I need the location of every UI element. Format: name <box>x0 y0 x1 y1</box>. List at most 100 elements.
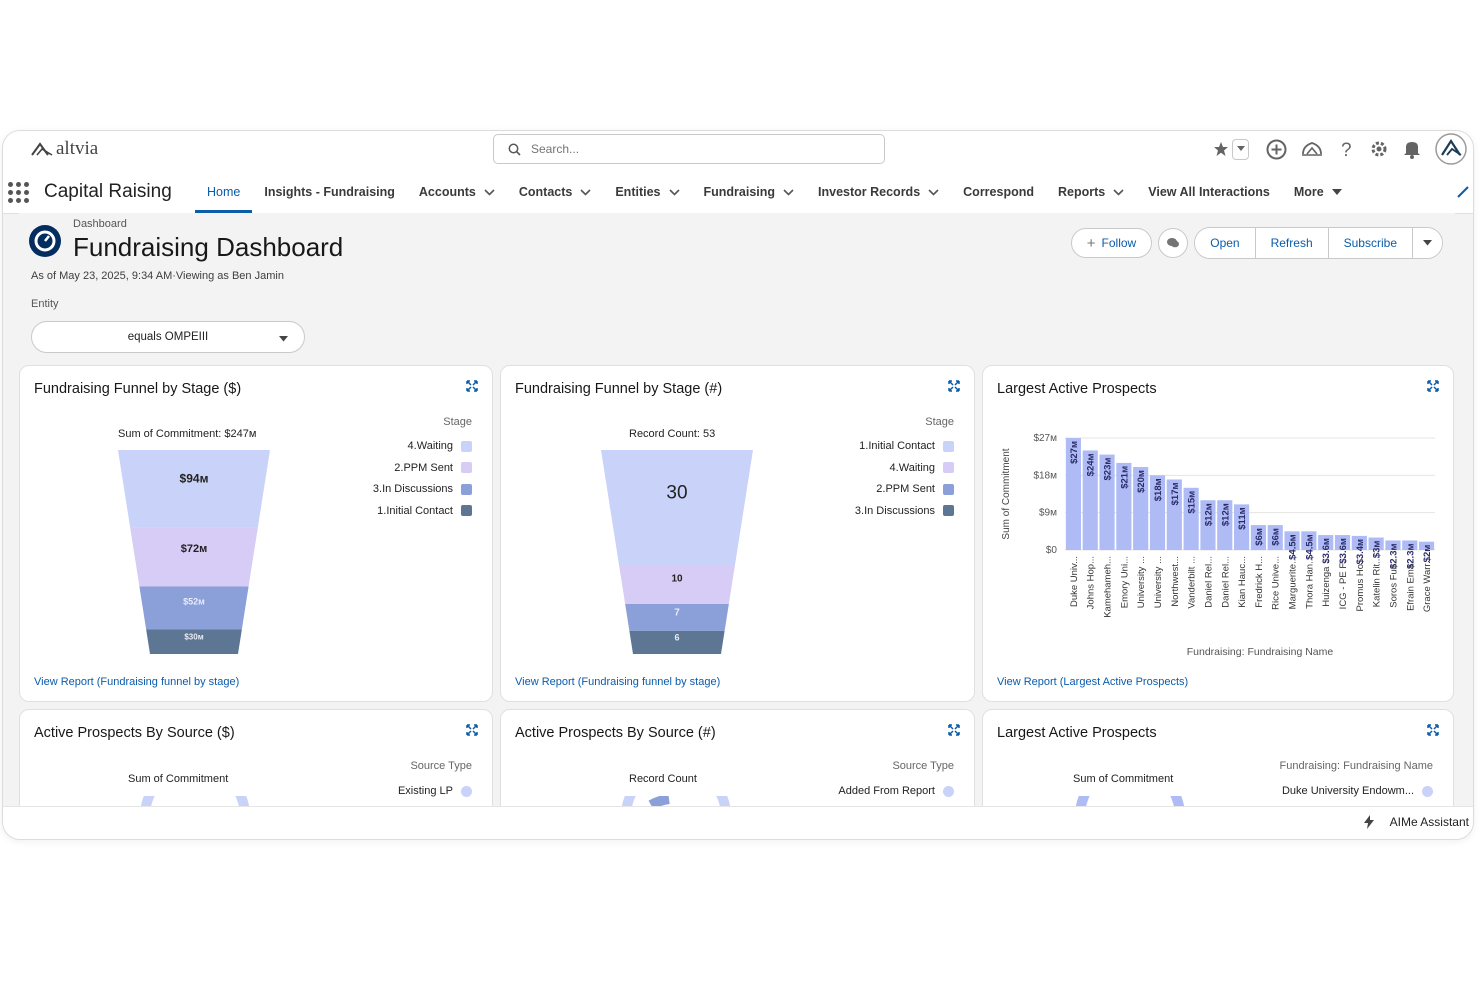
legend-swatch <box>461 785 472 797</box>
expand-icon[interactable] <box>948 724 960 736</box>
app-launcher-icon[interactable] <box>8 182 29 203</box>
bar-data-label: $6м <box>1254 528 1265 546</box>
chevron-down-icon[interactable] <box>668 188 680 196</box>
more-actions-button[interactable] <box>1413 228 1442 258</box>
expand-icon[interactable] <box>1427 380 1439 392</box>
funnel-segment[interactable] <box>619 565 735 604</box>
setup-gear-icon[interactable] <box>1369 139 1389 159</box>
tab-label: Entities <box>615 185 661 199</box>
open-button[interactable]: Open <box>1195 228 1256 258</box>
tab-reports[interactable]: Reports <box>1046 171 1136 213</box>
bar[interactable] <box>1250 525 1266 550</box>
chevron-down-icon[interactable] <box>783 188 794 196</box>
tab-home[interactable]: Home <box>195 171 253 213</box>
bar-chart: Sum of Commitment $27м $18м $9м $0 $27м Duke U… <box>1001 433 1435 658</box>
x-tick-label: Duke Univ... <box>1069 556 1080 607</box>
view-report-link[interactable]: View Report (Fundraising funnel by stage… <box>515 676 721 688</box>
tab-investor-records[interactable]: Investor Records <box>806 171 951 213</box>
refresh-button[interactable]: Refresh <box>1255 228 1329 258</box>
funnel-segment[interactable] <box>601 450 753 566</box>
x-tick-label: Soros Fun... <box>1388 556 1399 608</box>
funnel-segment[interactable] <box>118 450 270 528</box>
tab-view-all-interactions[interactable]: View All Interactions <box>1136 171 1282 213</box>
notification-bell-icon[interactable] <box>1403 139 1421 159</box>
tab-entities[interactable]: Entities <box>603 171 691 213</box>
bar[interactable] <box>1065 438 1081 550</box>
bar[interactable] <box>1133 467 1149 550</box>
funnel-segment[interactable] <box>146 629 242 654</box>
expand-icon[interactable] <box>466 724 478 736</box>
expand-icon[interactable] <box>948 380 960 392</box>
favorites-dropdown-icon[interactable] <box>1232 138 1249 160</box>
donut-chart-partial <box>621 796 731 816</box>
bar[interactable] <box>1267 525 1283 550</box>
bar[interactable] <box>1234 504 1250 550</box>
funnel-segment[interactable] <box>130 527 258 587</box>
user-avatar-icon[interactable] <box>1435 133 1467 165</box>
chat-icon <box>1167 238 1180 248</box>
trailhead-icon[interactable] <box>1301 140 1323 158</box>
tab-more[interactable]: More <box>1282 171 1354 213</box>
subscribe-button[interactable]: Subscribe <box>1328 228 1413 258</box>
legend-swatch <box>1422 785 1433 797</box>
tab-contacts[interactable]: Contacts <box>507 171 603 213</box>
bar[interactable] <box>1402 540 1418 550</box>
tab-insights-fundraising[interactable]: Insights - Fundraising <box>252 171 407 213</box>
expand-icon[interactable] <box>1427 724 1439 736</box>
bar[interactable] <box>1200 500 1216 550</box>
funnel-segment[interactable] <box>629 630 725 654</box>
funnel-segment-label: 30 <box>666 482 687 503</box>
edit-nav-pencil-icon[interactable] <box>1457 185 1469 203</box>
chevron-down-icon[interactable] <box>928 188 939 196</box>
search-input[interactable] <box>529 141 833 157</box>
bar[interactable] <box>1183 487 1199 550</box>
expand-icon[interactable] <box>466 380 478 392</box>
funnel-segment[interactable] <box>139 586 249 630</box>
bar[interactable] <box>1301 531 1317 550</box>
help-icon[interactable]: ? <box>1337 139 1355 159</box>
bar-data-label: $12м <box>1203 503 1214 526</box>
follow-button[interactable]: + Follow <box>1070 228 1153 258</box>
add-icon[interactable] <box>1266 139 1287 160</box>
bar[interactable] <box>1334 535 1351 550</box>
tab-fundraising[interactable]: Fundraising <box>692 171 807 213</box>
bar[interactable] <box>1284 531 1300 550</box>
bar[interactable] <box>1318 535 1334 550</box>
tab-accounts[interactable]: Accounts <box>407 171 507 213</box>
caret-down-icon <box>1423 240 1432 246</box>
chevron-down-icon[interactable] <box>1113 188 1124 196</box>
tab-correspond[interactable]: Correspond <box>951 171 1046 213</box>
brand-name: altvia <box>56 138 99 159</box>
chevron-down-icon[interactable] <box>580 188 591 196</box>
legend-swatch <box>943 483 954 495</box>
funnel-segment[interactable] <box>625 603 729 631</box>
view-report-link[interactable]: View Report (Largest Active Prospects) <box>997 676 1189 688</box>
funnel-chart: 30 10 7 6 <box>601 450 753 654</box>
star-icon[interactable] <box>1213 141 1229 157</box>
bar[interactable] <box>1099 454 1115 550</box>
y-tick-label: $0 <box>1046 545 1058 556</box>
bar[interactable] <box>1385 540 1401 550</box>
global-search[interactable] <box>493 134 885 164</box>
bar[interactable] <box>1217 500 1233 550</box>
caret-down-icon[interactable] <box>1331 188 1342 196</box>
dashboard-icon <box>29 225 61 257</box>
x-tick-label: Marguerite... <box>1288 556 1299 609</box>
entity-filter[interactable]: equals OMPEIII <box>31 321 305 353</box>
legend-label: Existing LP <box>397 785 453 797</box>
bar[interactable] <box>1149 475 1166 550</box>
bar-data-label: $3.6м <box>1321 538 1332 564</box>
view-report-link[interactable]: View Report (Fundraising funnel by stage… <box>34 676 240 688</box>
legend-item: 4.Waiting <box>890 462 954 474</box>
collaborate-button[interactable] <box>1158 228 1189 258</box>
brand-logo[interactable]: altvia <box>31 138 98 160</box>
aime-assistant-button[interactable]: AIMe Assistant <box>1363 815 1469 829</box>
bar[interactable] <box>1166 479 1182 550</box>
bar[interactable] <box>1116 462 1132 550</box>
bar[interactable] <box>1351 535 1367 550</box>
chevron-down-icon[interactable] <box>484 188 495 196</box>
bar[interactable] <box>1368 537 1384 550</box>
bar[interactable] <box>1082 450 1098 550</box>
dashboard-actions: + Follow Open Refresh Subscribe <box>1070 227 1443 259</box>
bar[interactable] <box>1419 541 1435 550</box>
